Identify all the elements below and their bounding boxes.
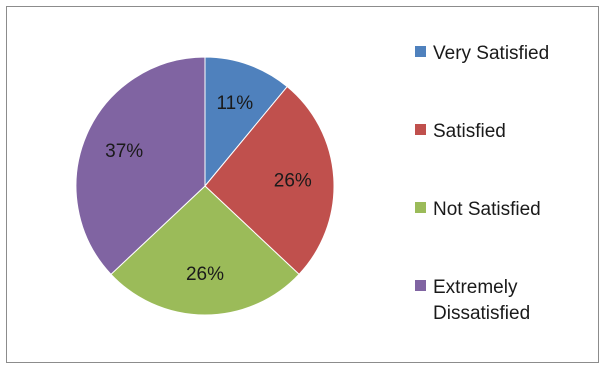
legend-swatch-satisfied [415,124,426,135]
pie-slice-extremely-dissatisfied [75,56,206,276]
legend-item-satisfied: Satisfied [415,121,506,142]
legend-item-extremely-dissatisfied: Extremely Dissatisfied [415,277,530,324]
data-label-satisfied: 26% [274,171,312,192]
data-label-very-satisfied: 11% [216,93,253,114]
legend-label-satisfied: Satisfied [433,121,506,142]
pie-slice-not-satisfied [110,185,300,316]
legend-item-very-satisfied: Very Satisfied [415,43,549,64]
legend: Very Satisfied Satisfied Not Satisfied Extr… [415,43,549,324]
pie-slice-very-satisfied [204,56,288,188]
legend-swatch-very-satisfied [415,46,426,57]
slice-labels: 11% 26% 26% 37% [105,93,312,285]
legend-label-very-satisfied: Very Satisfied [433,43,549,64]
pie-slices [75,56,335,316]
legend-swatch-extremely-dissatisfied [415,280,426,291]
data-label-extremely-dissatisfied: 37% [105,141,143,162]
legend-label-extremely-dissatisfied: Extremely Dissatisfied [433,277,530,324]
legend-label-not-satisfied: Not Satisfied [433,199,541,220]
legend-swatch-not-satisfied [415,202,426,213]
data-label-not-satisfied: 26% [186,264,224,285]
pie-slice-satisfied [204,85,335,276]
legend-item-not-satisfied: Not Satisfied [415,199,541,220]
